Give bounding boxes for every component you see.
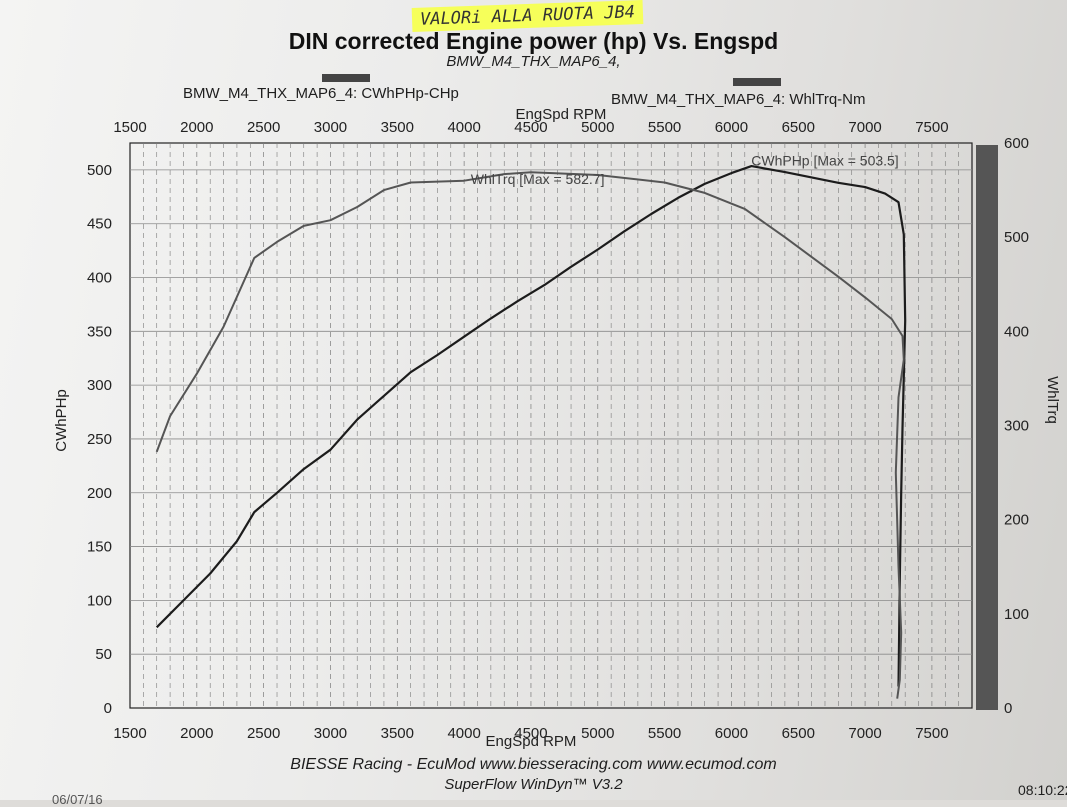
footer-software: SuperFlow WinDyn™ V3.2	[444, 776, 623, 793]
y-tick-label-left: 400	[87, 270, 112, 287]
y-tick-label-right: 500	[1004, 229, 1029, 246]
plot-frame	[129, 142, 973, 709]
y-tick-label-left: 350	[87, 323, 112, 340]
x-tick-label-top: 2500	[247, 119, 280, 136]
x-tick-label-top: 6000	[715, 119, 748, 136]
power-legend-label: BMW_M4_THX_MAP6_4: CWhPHp-CHp	[183, 85, 459, 102]
x-tick-label-top: 3000	[314, 119, 347, 136]
y-tick-label-left: 0	[104, 700, 112, 717]
x-tick-label-top: 6500	[782, 119, 815, 136]
y-tick-label-left: 200	[87, 485, 112, 502]
x-tick-label-bottom: 5000	[581, 725, 614, 742]
y-tick-label-left: 450	[87, 216, 112, 233]
chart-subtitle: BMW_M4_THX_MAP6_4,	[446, 53, 621, 70]
y-tick-label-left: 100	[87, 592, 112, 609]
x-tick-label-bottom: 1500	[113, 725, 146, 742]
x-tick-label-bottom: 2500	[247, 725, 280, 742]
x-tick-label-top: 1500	[113, 119, 146, 136]
y-tick-label-right: 300	[1004, 418, 1029, 435]
y-tick-label-right: 100	[1004, 606, 1029, 623]
power-max-annotation: CWhPHp [Max = 503.5]	[751, 153, 898, 169]
y-tick-label-right: 600	[1004, 135, 1029, 152]
y-tick-label-left: 150	[87, 539, 112, 556]
y-tick-label-right: 200	[1004, 512, 1029, 529]
x-axis-label-bottom: EngSpd RPM	[486, 733, 577, 750]
print-timestamp: 08:10:22	[1018, 782, 1067, 798]
power-legend-swatch	[322, 74, 370, 82]
y-axis-label-left: CWhPHp	[53, 389, 70, 452]
x-tick-label-bottom: 4000	[447, 725, 480, 742]
y-tick-label-left: 250	[87, 431, 112, 448]
torque-max-annotation: WhlTrq [Max = 582.7]	[471, 171, 605, 187]
y-tick-label-right: 400	[1004, 323, 1029, 340]
y-tick-label-left: 300	[87, 377, 112, 394]
x-tick-label-bottom: 6000	[715, 725, 748, 742]
x-tick-label-top: 2000	[180, 119, 213, 136]
x-tick-label-bottom: 3000	[314, 725, 347, 742]
y-tick-label-right: 0	[1004, 700, 1012, 717]
x-tick-label-bottom: 7500	[915, 725, 948, 742]
y-tick-label-left: 50	[95, 646, 112, 663]
y-axis-label-right: WhlTrq	[1044, 376, 1061, 424]
series-line-whltrq	[155, 171, 905, 699]
x-tick-label-top: 7500	[915, 119, 948, 136]
chart-title: DIN corrected Engine power (hp) Vs. Engs…	[288, 28, 779, 54]
torque-legend-swatch	[733, 78, 781, 86]
x-tick-label-top: 5000	[581, 119, 614, 136]
x-tick-label-bottom: 2000	[180, 725, 213, 742]
footer-credits: BIESSE Racing - EcuMod www.biesseracing.…	[290, 756, 777, 773]
right-axis-bar	[976, 145, 998, 710]
x-tick-label-top: 3500	[381, 119, 414, 136]
x-tick-label-bottom: 5500	[648, 725, 681, 742]
x-tick-label-top: 7000	[848, 119, 881, 136]
y-tick-label-left: 500	[87, 162, 112, 179]
x-tick-label-top: 4000	[447, 119, 480, 136]
x-axis-label-top: EngSpd RPM	[516, 106, 607, 123]
x-tick-label-top: 4500	[514, 119, 547, 136]
x-tick-label-bottom: 7000	[848, 725, 881, 742]
x-tick-label-top: 5500	[648, 119, 681, 136]
torque-legend-label: BMW_M4_THX_MAP6_4: WhlTrq-Nm	[611, 91, 866, 108]
x-tick-label-bottom: 6500	[782, 725, 815, 742]
x-tick-label-bottom: 3500	[381, 725, 414, 742]
series-line-cwhphp	[155, 165, 907, 687]
x-tick-label-bottom: 4500	[514, 725, 547, 742]
